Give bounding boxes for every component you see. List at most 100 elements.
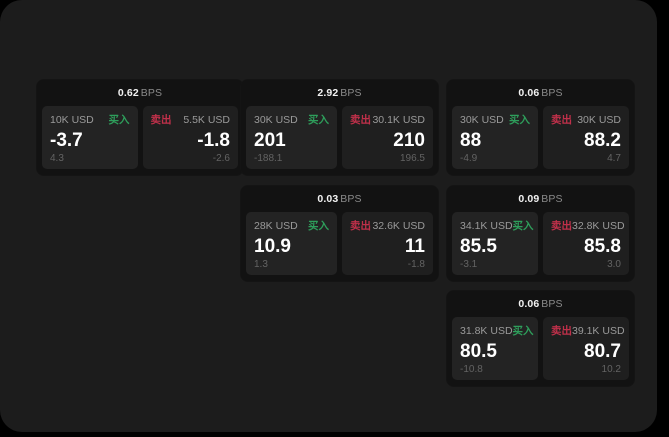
quote-card[interactable]: 0.06 BPS 31.8K USD 买入 80.5 -10.8 卖出 39.1K USD 80… xyxy=(447,291,634,386)
sell-action-label[interactable]: 卖出 xyxy=(350,114,371,126)
ask-header-row: 卖出 30K USD xyxy=(551,113,621,127)
card-spread-header: 0.09 BPS xyxy=(452,192,629,207)
quote-card[interactable]: 0.09 BPS 34.1K USD 买入 85.5 -3.1 卖出 32.8K USD 85.… xyxy=(447,186,634,281)
bid-delta: -188.1 xyxy=(254,153,283,164)
app-root: 0.62 BPS 10K USD 买入 -3.7 4.3 卖出 5.5K USD -1.8 -2.… xyxy=(0,0,657,432)
card-spread-header: 0.06 BPS xyxy=(452,297,629,312)
bid-size-label: 10K USD xyxy=(50,113,94,126)
buy-action-label[interactable]: 买入 xyxy=(108,114,130,126)
ask-size-label: 30K USD xyxy=(577,113,621,126)
bps-unit-label: BPS xyxy=(140,87,163,99)
bid-size-label: 34.1K USD xyxy=(460,219,513,232)
ask-size-label: 39.1K USD xyxy=(572,324,625,337)
quote-board: 0.62 BPS 10K USD 买入 -3.7 4.3 卖出 5.5K USD -1.8 -2.… xyxy=(37,80,634,386)
bid-panel[interactable]: 30K USD 买入 201 -188.1 xyxy=(246,106,337,169)
bps-value: 2.92 xyxy=(317,87,339,99)
bps-value: 0.09 xyxy=(518,193,540,205)
buy-action-label[interactable]: 买入 xyxy=(509,114,530,126)
ask-panel[interactable]: 卖出 30.1K USD 210 196.5 xyxy=(342,106,433,169)
bid-panel[interactable]: 30K USD 买入 88 -4.9 xyxy=(452,106,538,169)
ask-size-label: 30.1K USD xyxy=(372,113,425,126)
bid-size-label: 28K USD xyxy=(254,219,298,232)
quote-card[interactable]: 0.62 BPS 10K USD 买入 -3.7 4.3 卖出 5.5K USD -1.8 -2.… xyxy=(37,80,243,175)
quote-card[interactable]: 0.06 BPS 30K USD 买入 88 -4.9 卖出 30K USD 88.2 4.7 xyxy=(447,80,634,175)
bid-panel[interactable]: 10K USD 买入 -3.7 4.3 xyxy=(42,106,138,169)
bid-delta: -4.9 xyxy=(460,153,478,164)
card-spread-header: 0.03 BPS xyxy=(246,192,433,207)
bid-header-row: 30K USD 买入 xyxy=(460,113,530,127)
ask-delta: 4.7 xyxy=(607,153,621,164)
ask-delta: -2.6 xyxy=(212,153,230,164)
ask-header-row: 卖出 32.6K USD xyxy=(350,219,425,233)
bps-value: 0.06 xyxy=(518,87,540,99)
bid-header-row: 34.1K USD 买入 xyxy=(460,219,534,233)
ask-size-label: 32.6K USD xyxy=(372,219,425,232)
ask-panel[interactable]: 卖出 30K USD 88.2 4.7 xyxy=(543,106,629,169)
sell-action-label[interactable]: 卖出 xyxy=(551,220,572,232)
ask-delta: 196.5 xyxy=(399,153,425,164)
bid-header-row: 31.8K USD 买入 xyxy=(460,324,534,338)
ask-panel[interactable]: 卖出 32.6K USD 11 -1.8 xyxy=(342,212,433,275)
sell-action-label[interactable]: 卖出 xyxy=(150,114,172,126)
sell-action-label[interactable]: 卖出 xyxy=(551,114,572,126)
bid-panel[interactable]: 28K USD 买入 10.9 1.3 xyxy=(246,212,337,275)
bid-price: 85.5 xyxy=(460,236,497,257)
bid-size-label: 30K USD xyxy=(254,113,298,126)
ask-panel[interactable]: 卖出 39.1K USD 80.7 10.2 xyxy=(543,317,629,380)
ask-header-row: 卖出 5.5K USD xyxy=(150,113,231,127)
bid-panel[interactable]: 31.8K USD 买入 80.5 -10.8 xyxy=(452,317,538,380)
ask-delta: 10.2 xyxy=(601,364,621,375)
card-sides: 28K USD 买入 10.9 1.3 卖出 32.6K USD 11 -1.8 xyxy=(246,212,433,275)
card-sides: 34.1K USD 买入 85.5 -3.1 卖出 32.8K USD 85.8 3.0 xyxy=(452,212,629,275)
buy-action-label[interactable]: 买入 xyxy=(308,220,329,232)
ask-panel[interactable]: 卖出 32.8K USD 85.8 3.0 xyxy=(543,212,629,275)
ask-size-label: 5.5K USD xyxy=(183,113,230,126)
bid-delta: 1.3 xyxy=(254,259,268,270)
bps-value: 0.06 xyxy=(518,298,540,310)
bid-price: -3.7 xyxy=(50,130,83,151)
bps-unit-label: BPS xyxy=(541,87,563,99)
card-spread-header: 0.06 BPS xyxy=(452,86,629,101)
bid-header-row: 10K USD 买入 xyxy=(50,113,130,127)
ask-panel[interactable]: 卖出 5.5K USD -1.8 -2.6 xyxy=(142,106,238,169)
card-sides: 10K USD 买入 -3.7 4.3 卖出 5.5K USD -1.8 -2.6 xyxy=(42,106,238,169)
ask-delta: 3.0 xyxy=(607,259,621,270)
bid-size-label: 30K USD xyxy=(460,113,504,126)
bps-value: 0.03 xyxy=(317,193,339,205)
bid-panel[interactable]: 34.1K USD 买入 85.5 -3.1 xyxy=(452,212,538,275)
sell-action-label[interactable]: 卖出 xyxy=(350,220,371,232)
card-sides: 30K USD 买入 201 -188.1 卖出 30.1K USD 210 196.5 xyxy=(246,106,433,169)
bid-delta: -10.8 xyxy=(460,364,483,375)
quote-card[interactable]: 0.03 BPS 28K USD 买入 10.9 1.3 卖出 32.6K USD 11 -1.8 xyxy=(241,186,438,281)
bid-delta: -3.1 xyxy=(460,259,478,270)
ask-price: 11 xyxy=(404,236,425,257)
bid-size-label: 31.8K USD xyxy=(460,324,513,337)
ask-price: 80.7 xyxy=(584,341,621,362)
bid-delta: 4.3 xyxy=(50,153,64,164)
ask-price: 210 xyxy=(393,130,425,151)
card-sides: 30K USD 买入 88 -4.9 卖出 30K USD 88.2 4.7 xyxy=(452,106,629,169)
buy-action-label[interactable]: 买入 xyxy=(512,325,534,337)
bps-unit-label: BPS xyxy=(541,193,563,205)
bps-unit-label: BPS xyxy=(340,87,362,99)
ask-header-row: 卖出 39.1K USD xyxy=(551,324,625,338)
card-spread-header: 0.62 BPS xyxy=(42,86,238,101)
card-sides: 31.8K USD 买入 80.5 -10.8 卖出 39.1K USD 80.7 10.2 xyxy=(452,317,629,380)
ask-delta: -1.8 xyxy=(407,259,425,270)
ask-size-label: 32.8K USD xyxy=(572,219,625,232)
buy-action-label[interactable]: 买入 xyxy=(308,114,329,126)
bid-price: 80.5 xyxy=(460,341,497,362)
quote-card[interactable]: 2.92 BPS 30K USD 买入 201 -188.1 卖出 30.1K USD 210 1… xyxy=(241,80,438,175)
card-spread-header: 2.92 BPS xyxy=(246,86,433,101)
bid-price: 201 xyxy=(254,130,286,151)
bps-value: 0.62 xyxy=(117,87,139,99)
sell-action-label[interactable]: 卖出 xyxy=(551,325,572,337)
bps-unit-label: BPS xyxy=(340,193,362,205)
ask-header-row: 卖出 30.1K USD xyxy=(350,113,425,127)
ask-price: 85.8 xyxy=(584,236,621,257)
ask-price: -1.8 xyxy=(197,130,230,151)
buy-action-label[interactable]: 买入 xyxy=(512,220,534,232)
bps-unit-label: BPS xyxy=(541,298,563,310)
bid-price: 88 xyxy=(460,130,482,151)
ask-price: 88.2 xyxy=(584,130,621,151)
